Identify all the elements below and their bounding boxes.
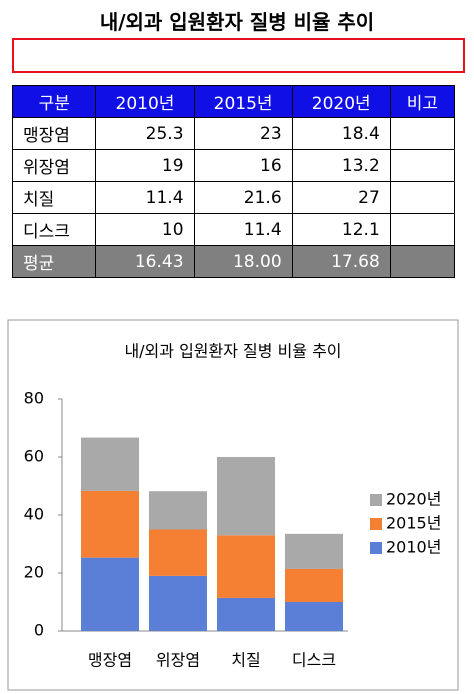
table-cell: 구분 [11, 85, 97, 118]
table-cell: 디스크 [11, 213, 97, 246]
table-cell: 비고 [389, 85, 456, 118]
table-row: 맹장염 25.3 23 18.4 [11, 117, 456, 150]
bar-segment [149, 491, 207, 530]
legend-swatch [370, 542, 382, 554]
legend-label: 2015년 [386, 514, 441, 533]
bar-segment [285, 568, 343, 602]
table-cell: 11.4 [95, 181, 195, 214]
table-row: 위장염 19 16 13.2 [11, 149, 456, 182]
bar-segment [217, 535, 275, 598]
table-cell: 16.43 [95, 245, 195, 278]
table-row: 디스크 10 11.4 12.1 [11, 213, 456, 246]
table-cell: 위장염 [11, 149, 97, 182]
legend-label: 2020년 [386, 490, 441, 509]
x-tick-label: 맹장염 [88, 651, 132, 670]
legend-swatch [370, 494, 382, 506]
y-tick-label: 60 [24, 447, 44, 466]
table-cell: 18.00 [193, 245, 293, 278]
table-cell: 평균 [11, 245, 97, 278]
table-cell [389, 213, 456, 246]
bar-segment [149, 529, 207, 576]
input-box [12, 38, 465, 73]
table-cell [389, 117, 456, 150]
document-title: 내/외과 입원환자 질병 비율 추이 [99, 10, 375, 34]
y-tick-label: 80 [24, 389, 44, 408]
y-tick-label: 0 [34, 621, 44, 640]
table-cell: 2020년 [291, 85, 391, 118]
data-table: 구분 2010년 2015년 2020년 비고 맹장염 25.3 23 18.4 위장염 19 16 1… [11, 85, 456, 278]
bar-segment [81, 437, 139, 491]
table-cell: 맹장염 [11, 117, 97, 150]
x-tick-label: 위장염 [156, 651, 200, 670]
bar-segment [285, 602, 343, 631]
y-tick-label: 20 [24, 563, 44, 582]
table-cell: 17.68 [291, 245, 391, 278]
table-cell: 2010년 [95, 85, 195, 118]
table-row: 평균 16.43 18.00 17.68 [11, 245, 456, 278]
table-cell: 치질 [11, 181, 97, 214]
table-row: 구분 2010년 2015년 2020년 비고 [11, 85, 456, 118]
x-tick-label: 치질 [231, 651, 260, 670]
table-cell [389, 149, 456, 182]
bar-segment [217, 597, 275, 631]
bar-segment [81, 557, 139, 631]
legend-swatch [370, 518, 382, 530]
bar-segment [149, 575, 207, 631]
bar-segment [217, 457, 275, 536]
bar-segment [285, 533, 343, 569]
table-cell: 23 [193, 117, 293, 150]
table-cell: 16 [193, 149, 293, 182]
chart-title: 내/외과 입원환자 질병 비율 추이 [124, 342, 341, 361]
x-tick-label: 디스크 [292, 651, 336, 670]
table-row: 치질 11.4 21.6 27 [11, 181, 456, 214]
y-tick-label: 40 [24, 505, 44, 524]
table-cell: 27 [291, 181, 391, 214]
table-cell: 21.6 [193, 181, 293, 214]
bar-segment [81, 490, 139, 558]
table-cell [389, 245, 456, 278]
legend-label: 2010년 [386, 538, 441, 557]
table-cell: 13.2 [291, 149, 391, 182]
